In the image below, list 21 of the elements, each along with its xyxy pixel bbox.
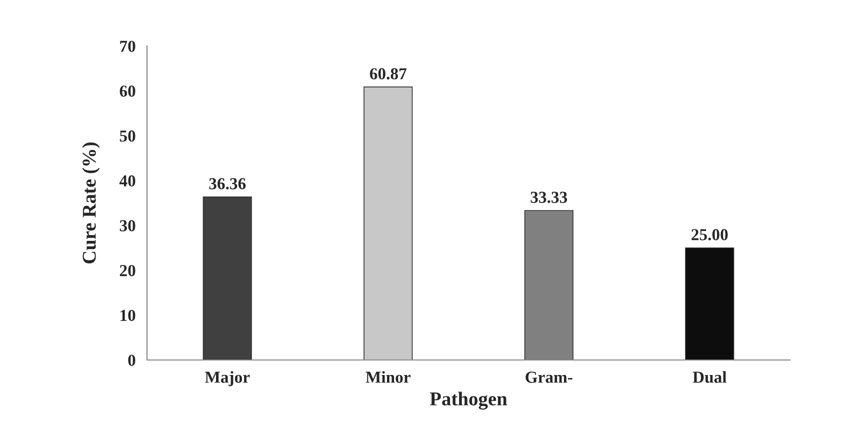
- y-tick-label: 20: [120, 264, 136, 276]
- x-tick-label: Gram-: [526, 372, 572, 383]
- x-tick-label: Dual: [692, 371, 726, 383]
- data-label: 36.36: [209, 178, 246, 190]
- y-axis-title: Cure Rate (%): [82, 142, 100, 264]
- data-label: 60.87: [370, 68, 406, 80]
- y-tick-label: 70: [120, 40, 136, 52]
- y-tick-label: 60: [120, 86, 136, 97]
- y-tick-label: 30: [120, 220, 136, 232]
- data-label: 25.00: [692, 229, 728, 240]
- bar: [202, 196, 252, 360]
- y-tick-label: 50: [120, 130, 136, 142]
- x-tick-label: Minor: [366, 371, 410, 383]
- y-tick-label: 40: [119, 175, 136, 187]
- x-tick-label: Major: [204, 371, 250, 386]
- bar: [364, 86, 413, 360]
- y-tick-label: 0: [128, 354, 136, 366]
- y-tick-label: 10: [120, 310, 136, 322]
- bar: [685, 247, 734, 360]
- data-label: 33.33: [530, 192, 568, 204]
- x-axis-title: Pathogen: [430, 392, 508, 410]
